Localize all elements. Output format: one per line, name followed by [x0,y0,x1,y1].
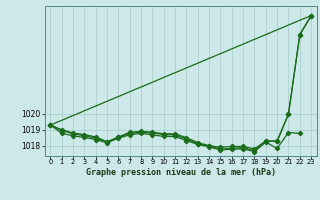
X-axis label: Graphe pression niveau de la mer (hPa): Graphe pression niveau de la mer (hPa) [86,168,276,177]
